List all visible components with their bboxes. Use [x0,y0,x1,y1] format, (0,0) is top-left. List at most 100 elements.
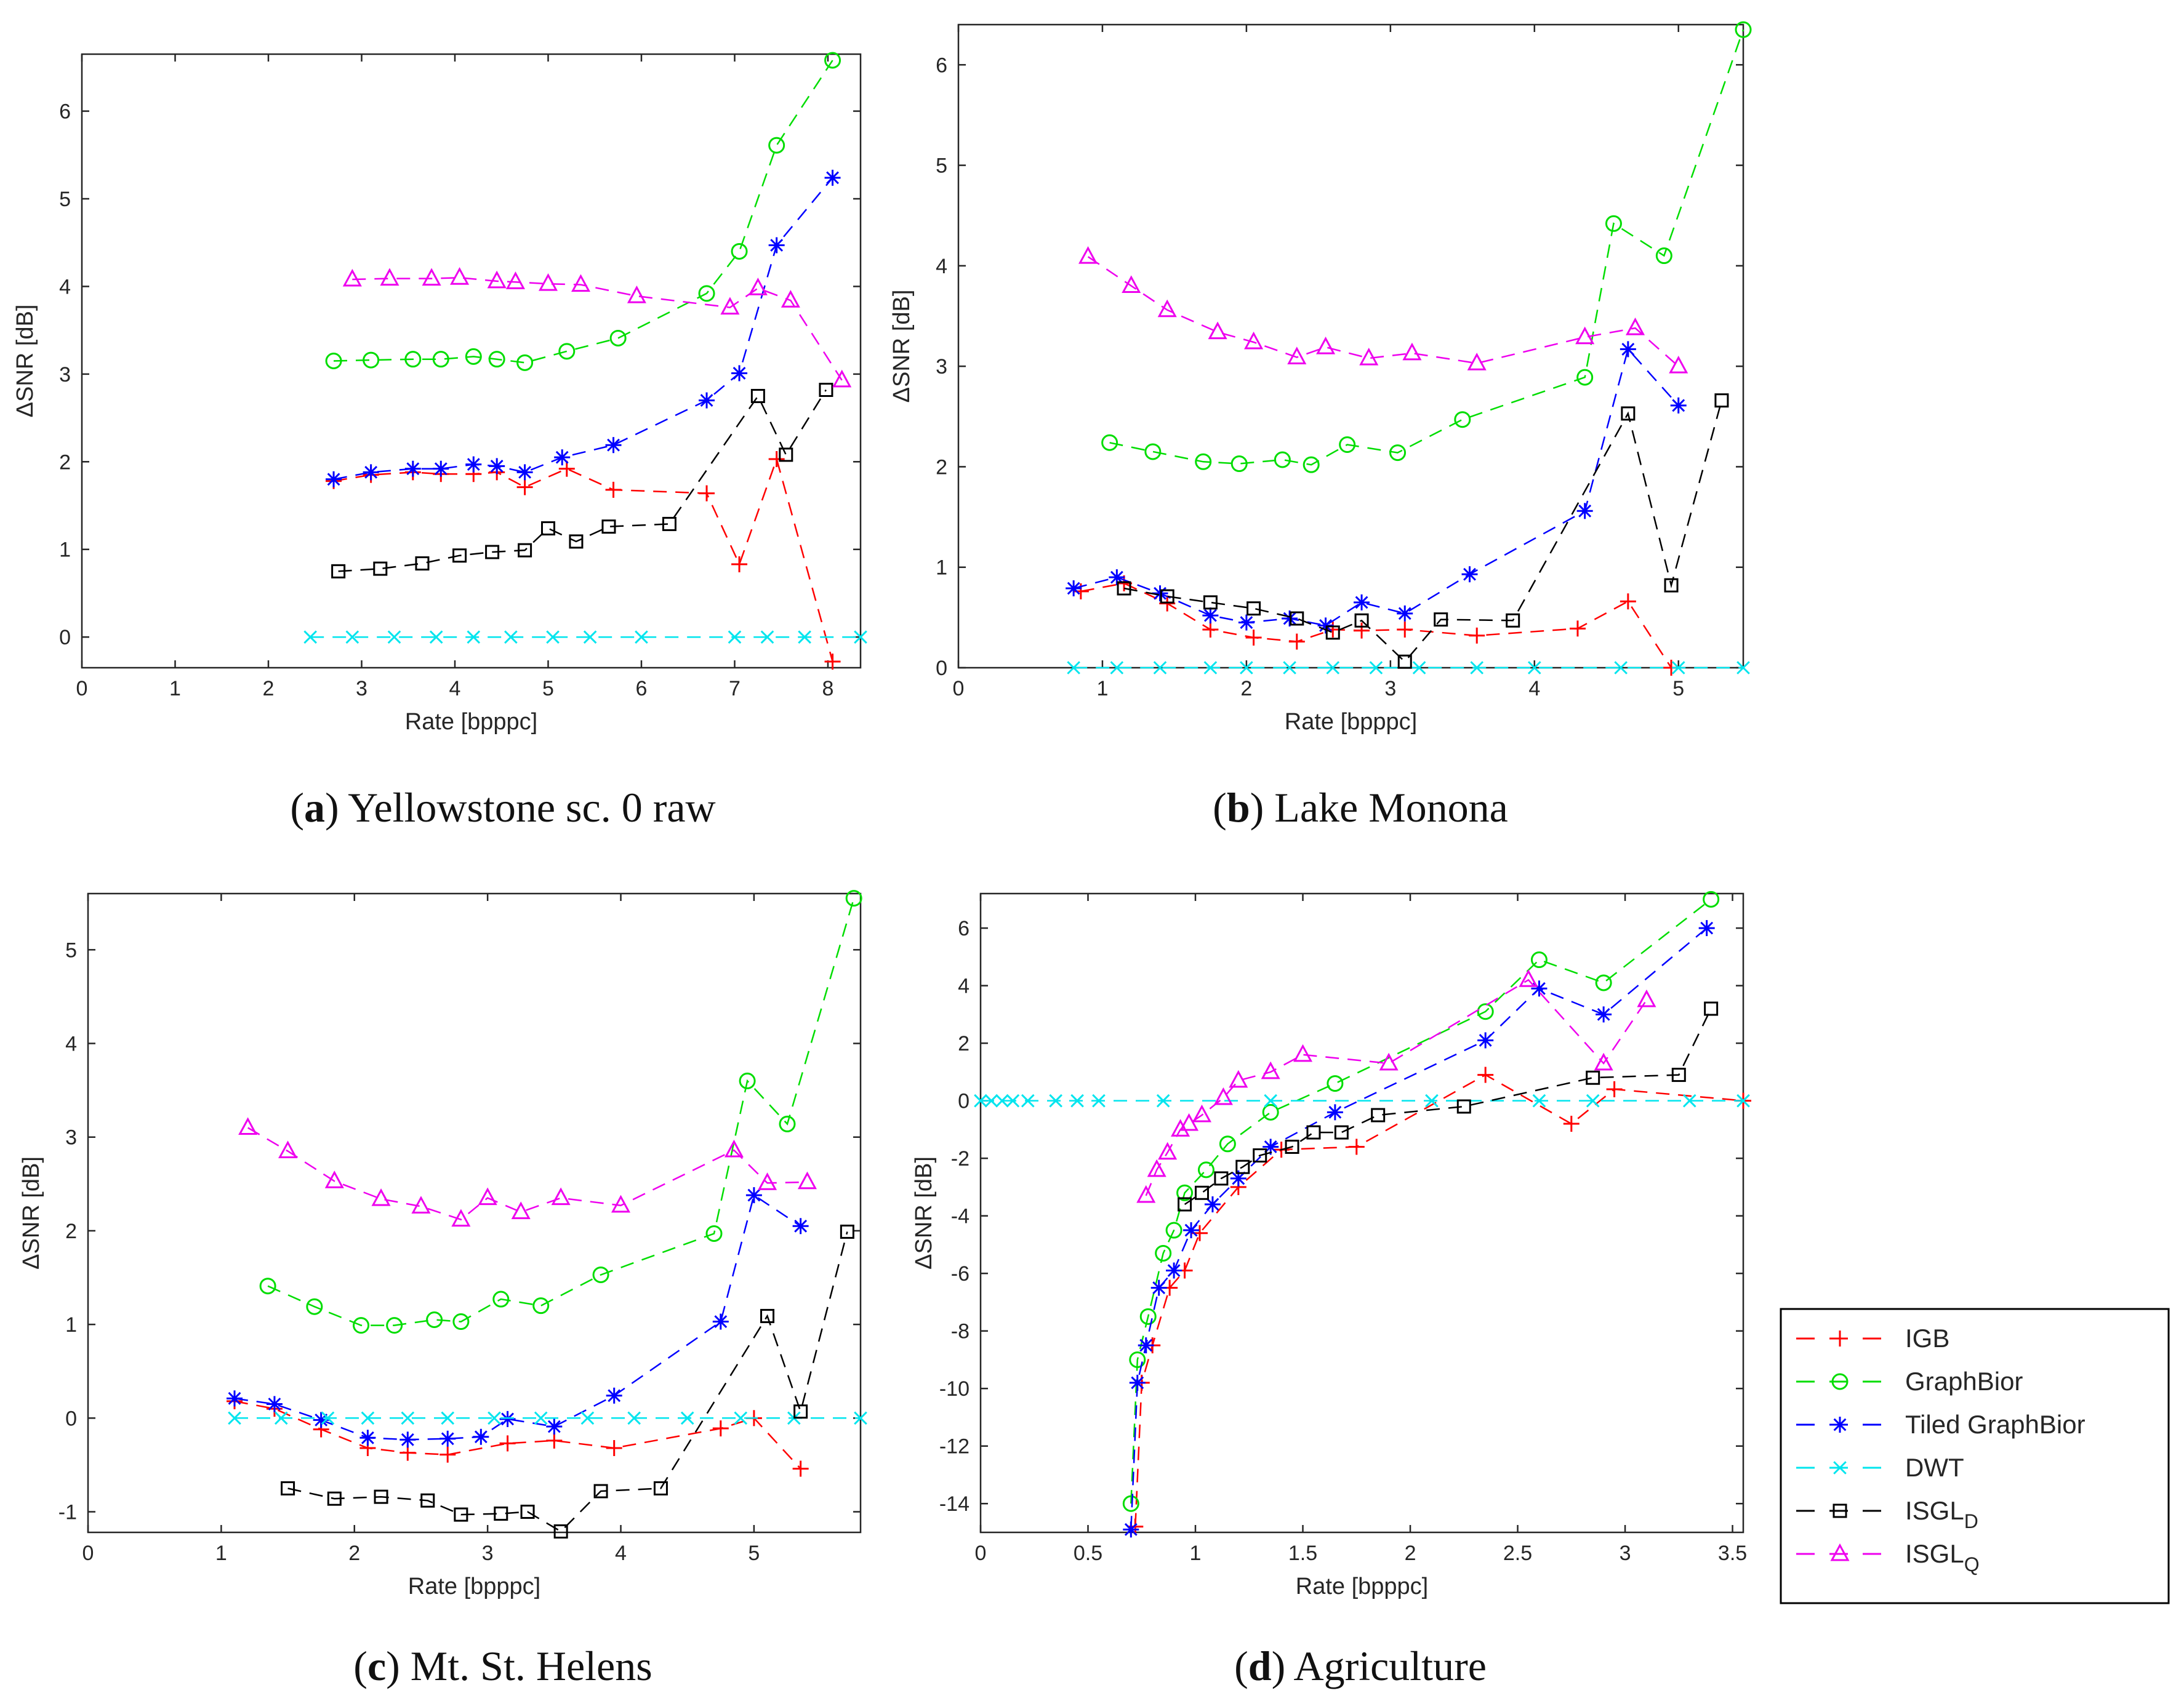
data-point-isgl-q [505,271,525,289]
data-point-isgl-d [1354,613,1369,628]
data-point-dwt [321,1411,335,1425]
x-tick-label: 1 [1096,677,1108,700]
y-tick-label: 0 [65,1407,77,1430]
data-point-tiled-graphbior [745,1187,762,1204]
data-point-igb [699,485,715,502]
data-point-igb [546,1432,563,1449]
data-point-igb [1469,627,1485,644]
data-point-tiled-graphbior [768,237,785,254]
data-point-graphbior [1231,455,1248,473]
data-point-tiled-graphbior [1204,1196,1221,1212]
y-tick-label: 1 [65,1313,77,1337]
x-tick-label: 6 [636,677,648,700]
y-tick-label: 3 [936,355,947,378]
data-point-dwt [488,1411,501,1425]
plot-frame [81,53,862,669]
data-point-igb [516,479,533,495]
series-tiled-graphbior [1123,920,1715,1538]
series-dwt [1067,661,1750,674]
y-tick-label: 0 [958,1090,970,1113]
data-point-isgl-d [601,519,616,534]
panel-lake-monona: 0 1 2 3 4 5 0 1 2 3 4 5 6 Rate [bpppc] ΔSNR [dB] [889,21,1752,735]
x-tick-label: 0 [82,1542,94,1565]
series-line-isgl-q [247,1127,808,1221]
data-point-isgl-q [1136,1185,1156,1203]
y-tick-label: 4 [936,255,947,278]
series-isgl-d [331,383,833,578]
data-point-isgl-d [518,543,532,558]
y-tick-label: 6 [936,54,947,77]
legend-label: Tiled GraphBior [1905,1410,2086,1439]
data-point-dwt [1203,661,1218,674]
y-tick-label: 3 [59,363,71,386]
data-point-isgl-q [748,278,768,295]
data-point-isgl-d [662,516,676,531]
data-point-isgl-q [611,1195,631,1213]
data-point-isgl-q [538,273,558,291]
series-dwt [228,1411,867,1425]
x-tick-label: 8 [822,677,834,700]
data-point-tiled-graphbior [1698,920,1715,937]
data-point-graphbior [1595,974,1612,991]
data-point-isgl-q [278,1140,298,1159]
legend-label: ISGLQ [1905,1539,1980,1575]
series-isgl-d [281,1224,854,1539]
data-point-isgl-q [1078,246,1098,264]
y-axis-label: ΔSNR [dB] [889,290,915,403]
data-point-isgl-q [1213,1087,1233,1105]
data-point-isgl-q [551,1187,571,1206]
data-point-isgl-q [1379,1052,1399,1071]
data-point-tiled-graphbior [824,169,841,186]
legend-marker [1830,1543,1850,1561]
data-point-dwt [1736,1094,1750,1108]
data-point-isgl-d [454,1507,468,1522]
series-line-graphbior [267,898,855,1326]
data-point-dwt [1586,1094,1600,1108]
data-point-isgl-q [781,290,800,308]
data-point-dwt [760,630,774,644]
data-point-isgl-d [1178,1197,1192,1212]
series-isgl-d [1117,393,1729,669]
data-point-isgl-d [1456,1099,1471,1114]
data-point-igb [768,451,785,468]
data-point-isgl-d [485,545,500,559]
data-point-isgl-q [1637,989,1656,1007]
data-point-dwt [1369,661,1383,674]
data-point-isgl-q [1229,1070,1248,1088]
data-point-isgl-q [1626,317,1645,335]
data-point-dwt [303,630,317,644]
data-point-dwt [546,630,560,644]
data-point-graphbior [488,351,505,368]
data-point-graphbior [1389,444,1407,462]
data-point-isgl-q [1316,336,1336,354]
y-tick-label: 2 [59,450,71,474]
data-point-graphbior [1274,451,1291,468]
data-point-isgl-q [571,274,591,292]
x-tick-label: 5 [542,677,554,700]
legend-label: ISGLD [1905,1496,1978,1532]
data-point-dwt [1092,1094,1106,1108]
data-point-dwt [534,1411,548,1425]
data-point-isgl-d [420,1493,435,1508]
data-point-tiled-graphbior [1123,1521,1139,1538]
data-point-dwt [504,630,518,644]
data-point-tiled-graphbior [1596,1006,1612,1023]
data-point-tiled-graphbior [1066,580,1082,597]
data-point-isgl-d [1290,611,1304,626]
x-tick-label: 2 [348,1542,360,1565]
x-tick-label: 7 [729,677,741,700]
data-point-isgl-d [373,561,388,576]
data-point-tiled-graphbior [499,1411,516,1427]
data-point-isgl-q [451,1209,471,1227]
data-point-graphbior [363,351,380,369]
x-tick-label: 0 [76,677,88,700]
series-tiled-graphbior [227,1187,809,1448]
data-point-tiled-graphbior [1477,1032,1494,1049]
data-point-dwt [1532,1094,1546,1108]
data-point-dwt [1049,1094,1062,1108]
data-point-isgl-d [1235,1159,1250,1174]
data-point-graphbior [1129,1351,1146,1368]
data-point-dwt [984,1094,998,1108]
data-point-dwt [441,1411,455,1425]
data-point-igb [606,1440,622,1457]
